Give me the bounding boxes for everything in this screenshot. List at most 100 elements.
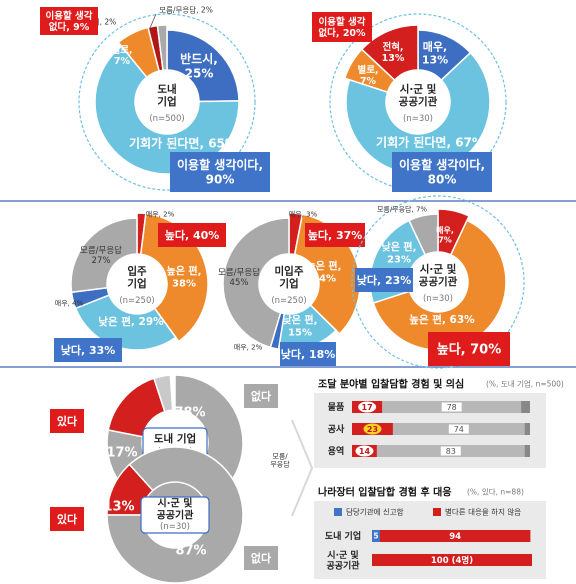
callout-box [392, 152, 492, 192]
value-marker [448, 424, 469, 434]
value-label: 17 [362, 403, 373, 412]
value-label: 78 [447, 403, 457, 412]
n-label: (n=250) [119, 296, 154, 306]
slice-label: 전혀, 13% [382, 41, 405, 64]
bar [372, 554, 532, 566]
chart-title: 조달 분야별 입찰담합 경험 및 의심 [318, 378, 464, 391]
slice-label: 기회가 된다면, 65% [129, 135, 237, 150]
callout-box [40, 7, 98, 35]
callout-text: 낮다, 18% [281, 347, 336, 361]
slice-label: 낮은 편, 15% [283, 314, 318, 339]
slice-label: 높은 편, 63% [409, 313, 475, 326]
callout-box [428, 332, 510, 366]
slice-label: 87% [175, 544, 206, 559]
slice-label: 4% [240, 456, 254, 465]
pie-slice [345, 51, 491, 175]
bar [524, 445, 530, 457]
bar [521, 401, 530, 413]
slice-label: 낮은 편, 29% [98, 315, 164, 328]
pie-slice [166, 29, 240, 103]
legend-label: 별다른 대응을 하지 않음 [445, 507, 521, 517]
callout-text: 이용할 생각 없다, 9% [45, 10, 92, 33]
slice-label: 78% [174, 406, 205, 421]
bar [372, 530, 380, 542]
center-label: 도내 기업 [157, 83, 176, 108]
pie-slice [70, 217, 138, 294]
bar [524, 423, 530, 435]
callout-box [305, 223, 365, 247]
callout-box [312, 12, 372, 42]
chart-title: 나라장터 입찰담합 경험 후 대응 [318, 486, 452, 499]
value-label: 83 [446, 447, 456, 456]
center-label: 입주 기업 [127, 265, 147, 290]
chart-subtitle: (%, 도내 기업, n=500) [486, 380, 564, 389]
category-label: 용역 [328, 445, 345, 457]
pie-slice [408, 213, 439, 256]
slice-label: 매우, 7% [436, 225, 454, 244]
slice-label: 낮은 편, 23% [382, 241, 417, 266]
value-label: 74 [454, 425, 464, 434]
slice-label: 별로, 7% [357, 64, 378, 87]
n-label: (n=30) [403, 114, 433, 124]
slice-label: 17% [106, 446, 137, 461]
value-marker [355, 445, 374, 457]
slice-label: 반드시, 25% [180, 51, 218, 80]
guide-ring [78, 13, 256, 191]
slice-label: 매우, 2% [234, 344, 263, 352]
slice-label: 13% [103, 500, 134, 515]
category-label: 시·군 및 공공기관 [326, 549, 360, 572]
callout-text: 높다, 40% [165, 228, 220, 242]
slice-label: 기회가 된다면, 67% [376, 134, 484, 149]
callout-box [280, 342, 336, 366]
callout-text: 높다, 37% [308, 228, 363, 242]
value-label: 14 [359, 447, 371, 456]
callout-text: 낮다, 33% [61, 343, 116, 357]
slice-label: 모름/무응답 45% [218, 267, 260, 288]
callout-text: 이용할 생각 없다, 20% [318, 16, 366, 39]
value-marker [441, 402, 462, 412]
center-label: 시·군 및 공공기관 [419, 264, 458, 288]
center-label: 도내 기업 [154, 432, 196, 445]
callout-text: 있다 [57, 414, 78, 428]
bar [380, 530, 531, 542]
value-marker [363, 423, 382, 435]
callout-box [244, 546, 278, 570]
leader-line [149, 13, 157, 29]
arrow-icon [291, 419, 314, 517]
callout-text: 없다 [251, 389, 272, 403]
category-label: 공사 [328, 423, 345, 435]
callout-text: 없다 [251, 551, 272, 565]
callout-text: 이용할 생각이다, 80% [399, 157, 485, 186]
slice-label: 매우, 13% [422, 39, 448, 66]
n-label: (n=30) [160, 522, 190, 532]
callout-text: 이용할 생각이다, 90% [177, 157, 263, 186]
callout-box [50, 507, 84, 531]
pie-slice [222, 217, 290, 349]
value-label: 23 [367, 425, 378, 434]
n-label: (n=250) [271, 296, 306, 306]
slice-label: 매우, 2% [146, 211, 175, 219]
value-label: 5 [373, 532, 378, 541]
slice-label: 전혀, 2% [86, 17, 116, 27]
n-label: (n=30) [423, 294, 453, 304]
legend-label: 담당기관에 신고함 [346, 507, 404, 517]
legend-swatch [334, 508, 342, 516]
guide-ring [329, 13, 507, 191]
guide-ring [351, 195, 525, 369]
callout-box [244, 384, 278, 408]
pie-slice [153, 374, 174, 413]
callout-box [50, 409, 84, 433]
center-label: 시·군 및 공공기관 [157, 498, 195, 522]
slice-label: 모름/무응답, 2% [159, 5, 213, 15]
slice-label: 모름/무응답 27% [80, 245, 122, 266]
slice-label: 매우, 3% [289, 211, 318, 219]
extra-label: 모름/무응답 [270, 452, 290, 468]
category-label: 물품 [328, 402, 345, 413]
callout-text: 낮다, 23% [357, 273, 412, 287]
category-label: 도내 기업 [325, 530, 361, 542]
callout-box [54, 338, 122, 362]
callout-box [355, 268, 413, 292]
slice-label: 높은 편, 34% [307, 260, 342, 285]
center-label: 시·군 및 공공기관 [399, 84, 438, 108]
